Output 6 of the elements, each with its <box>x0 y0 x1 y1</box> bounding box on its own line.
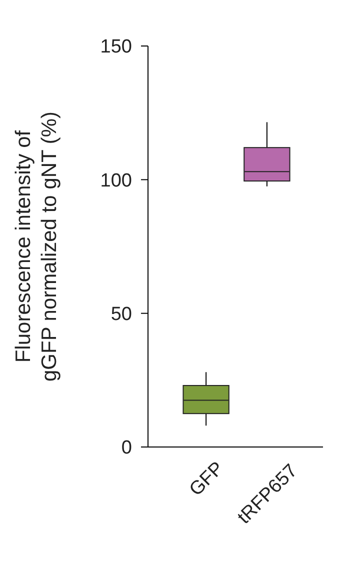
y-tick-label: 50 <box>110 304 132 325</box>
y-tick-label: 150 <box>100 36 132 58</box>
x-tick-label: GFP <box>186 458 228 500</box>
y-axis-title: Fluorescence intensity of gGFP normalized to gNT (%) <box>12 112 61 382</box>
y-tick-label: 100 <box>100 170 132 192</box>
y-tick-label: 0 <box>121 438 132 459</box>
